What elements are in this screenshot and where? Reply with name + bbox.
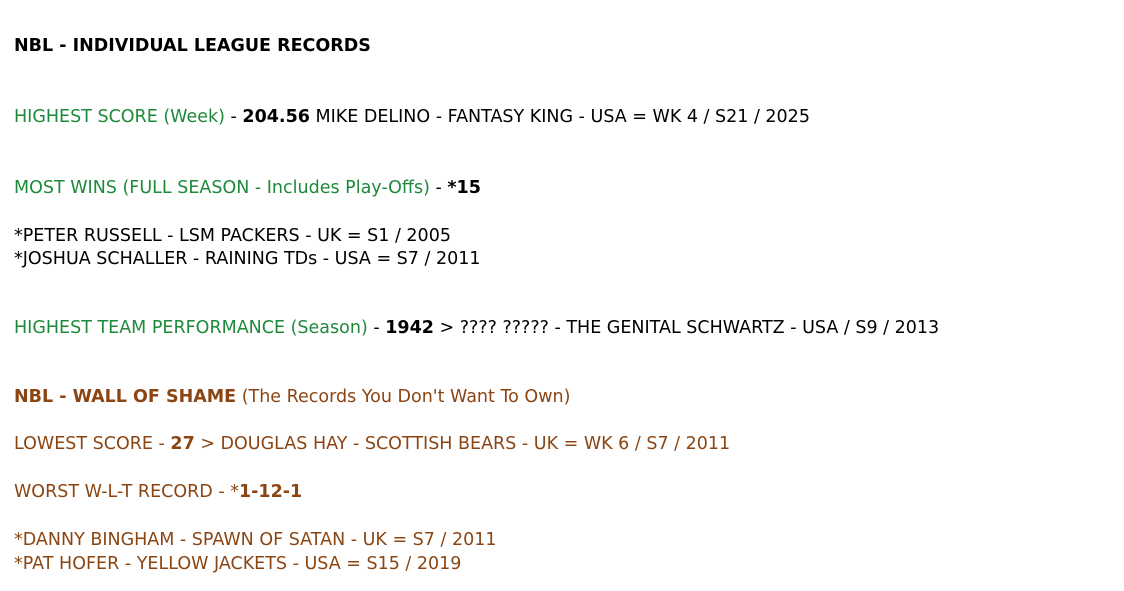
record-detail: > DOUGLAS HAY - SCOTTISH BEARS - UK = WK…: [194, 434, 731, 454]
record-highest-score: HIGHEST SCORE (Week) - 204.56 MIKE DELIN…: [14, 105, 810, 129]
value: 15: [456, 178, 481, 198]
shame-title: NBL - WALL OF SHAME: [14, 387, 237, 407]
separator: -: [224, 107, 243, 127]
record-holder: *PAT HOFER - YELLOW JACKETS - USA = S15 …: [14, 554, 462, 574]
record-detail: > ???? ????? - THE GENITAL SCHWARTZ - US…: [433, 318, 940, 338]
shame-subtitle: (The Records You Don't Want To Own): [236, 387, 571, 407]
record-value: 27: [170, 434, 195, 454]
asterisk: *: [447, 178, 457, 198]
record-value: *15: [447, 178, 481, 198]
record-lowest-score: LOWEST SCORE - 27 > DOUGLAS HAY - SCOTTI…: [14, 432, 730, 456]
record-holder: *DANNY BINGHAM - SPAWN OF SATAN - UK = S…: [14, 530, 497, 550]
record-detail: MIKE DELINO - FANTASY KING - USA = WK 4 …: [309, 107, 810, 127]
page-title: NBL - INDIVIDUAL LEAGUE RECORDS: [14, 36, 371, 56]
separator: -: [429, 178, 448, 198]
record-value: 204.56: [242, 107, 310, 127]
separator: -: [367, 318, 386, 338]
shame-heading: NBL - WALL OF SHAME (The Records You Don…: [14, 385, 570, 409]
record-value: 1942: [385, 318, 434, 338]
record-label: HIGHEST TEAM PERFORMANCE (Season): [14, 318, 368, 338]
record-label: LOWEST SCORE -: [14, 434, 171, 454]
record-label: MOST WINS (FULL SEASON - Includes Play-O…: [14, 178, 430, 198]
record-holder: *JOSHUA SCHALLER - RAINING TDs - USA = S…: [14, 249, 481, 269]
record-label: WORST W-L-T RECORD - *: [14, 482, 239, 502]
record-label: HIGHEST SCORE (Week): [14, 107, 225, 127]
record-value: 1-12-1: [238, 482, 303, 502]
record-holder: *PETER RUSSELL - LSM PACKERS - UK = S1 /…: [14, 226, 451, 246]
record-highest-team: HIGHEST TEAM PERFORMANCE (Season) - 1942…: [14, 316, 939, 340]
record-worst-wlt: WORST W-L-T RECORD - *1-12-1: [14, 480, 302, 504]
record-most-wins: MOST WINS (FULL SEASON - Includes Play-O…: [14, 176, 481, 200]
